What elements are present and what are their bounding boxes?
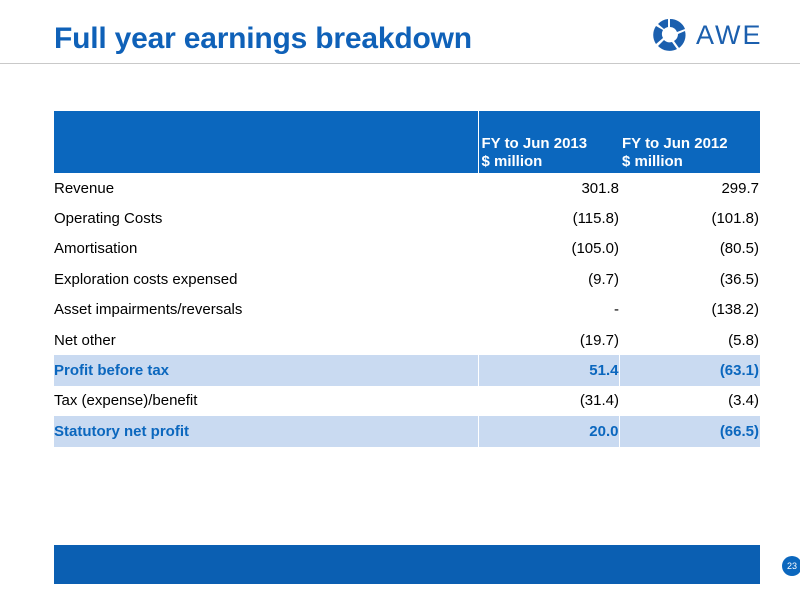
value-fy2012: (138.2) <box>711 301 759 319</box>
header-fy2013-period: FY to Jun 2013 <box>481 135 588 152</box>
value-fy2012: (63.1) <box>619 355 760 386</box>
value-fy2012: (3.4) <box>728 392 759 410</box>
table-row: Tax (expense)/benefit (31.4) (3.4) <box>54 386 760 416</box>
table-row: Asset impairments/reversals - (138.2) <box>54 295 760 325</box>
table-row: Operating Costs (115.8) (101.8) <box>54 203 760 233</box>
table-row-highlight: Profit before tax 51.4 (63.1) <box>54 355 760 386</box>
table-row-highlight: Statutory net profit 20.0 (66.5) <box>54 416 760 447</box>
header-fy2013-unit: $ million <box>481 153 543 170</box>
row-label: Net other <box>54 331 116 349</box>
value-fy2013: (115.8) <box>572 210 619 228</box>
row-label: Amortisation <box>54 240 138 258</box>
page-number-badge: 23 <box>782 556 800 576</box>
table-header-row: FY to Jun 2013 $ million FY to Jun 2012 … <box>54 111 760 173</box>
header-fy2012: FY to Jun 2012 $ million <box>619 111 760 173</box>
page-title: Full year earnings breakdown <box>54 22 472 55</box>
title-divider <box>0 63 800 64</box>
row-label: Asset impairments/reversals <box>54 301 243 319</box>
value-fy2013: (9.7) <box>588 270 619 288</box>
value-fy2013: (105.0) <box>571 240 619 258</box>
row-label: Exploration costs expensed <box>54 270 238 288</box>
header-blank-cell <box>54 111 479 173</box>
earnings-table: FY to Jun 2013 $ million FY to Jun 2012 … <box>54 111 760 447</box>
value-fy2012: (101.8) <box>711 210 759 228</box>
row-label: Operating Costs <box>54 210 163 228</box>
value-fy2012: 299.7 <box>721 179 759 197</box>
value-fy2013: (19.7) <box>579 331 619 349</box>
row-label: Tax (expense)/benefit <box>54 392 198 410</box>
awe-logo-mark-icon <box>653 18 686 51</box>
row-label: Revenue <box>54 179 115 197</box>
value-fy2013: 301.8 <box>581 179 619 197</box>
table-row: Net other (19.7) (5.8) <box>54 325 760 355</box>
header-fy2012-unit: $ million <box>622 153 683 170</box>
logo-text: AWE <box>696 19 763 50</box>
table-row: Exploration costs expensed (9.7) (36.5) <box>54 264 760 294</box>
value-fy2012: (36.5) <box>719 270 759 288</box>
value-fy2013: 20.0 <box>477 416 620 447</box>
value-fy2012: (5.8) <box>728 331 759 349</box>
row-label: Statutory net profit <box>54 416 478 447</box>
table-row: Revenue 301.8 299.7 <box>54 173 760 203</box>
table-row: Amortisation (105.0) (80.5) <box>54 234 760 264</box>
awe-logo: AWE <box>652 17 763 53</box>
value-fy2013: (31.4) <box>579 392 619 410</box>
footer-bar <box>54 545 760 584</box>
value-fy2012: (66.5) <box>619 416 760 447</box>
row-label: Profit before tax <box>54 355 478 386</box>
header-fy2013: FY to Jun 2013 $ million <box>478 111 619 173</box>
value-fy2012: (80.5) <box>719 240 759 258</box>
header-fy2012-period: FY to Jun 2012 <box>622 135 728 152</box>
value-fy2013: 51.4 <box>477 355 620 386</box>
value-fy2013: - <box>614 301 619 319</box>
